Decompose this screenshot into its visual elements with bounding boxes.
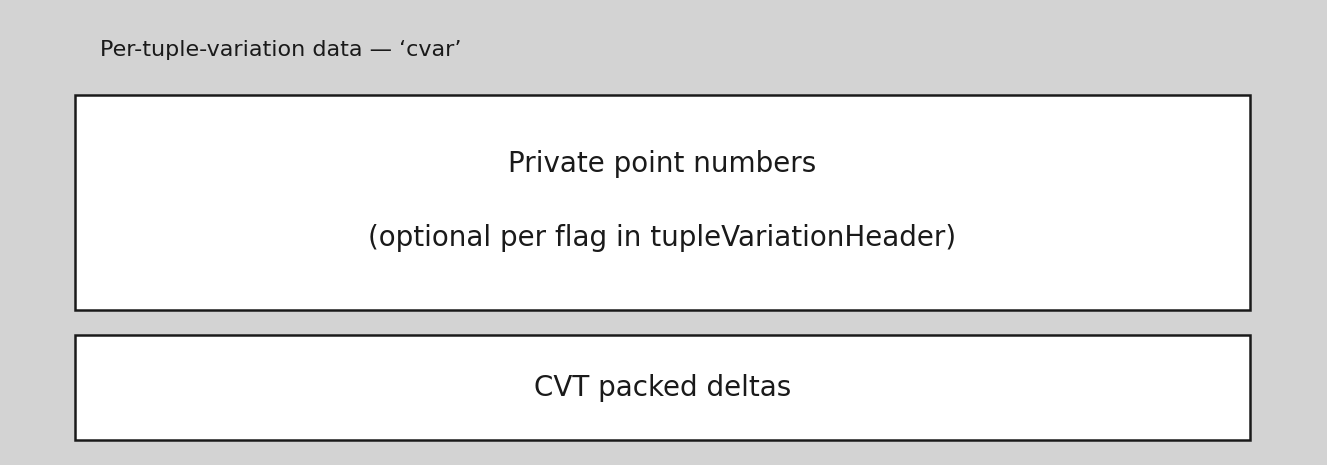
Text: CVT packed deltas: CVT packed deltas (533, 373, 791, 401)
Bar (76, 335, 1250, 440)
Bar (76, 95, 1250, 310)
Text: Per-tuple-variation data — ‘cvar’: Per-tuple-variation data — ‘cvar’ (100, 40, 462, 60)
Text: Private point numbers: Private point numbers (508, 151, 816, 179)
Text: (optional per flag in tupleVariationHeader): (optional per flag in tupleVariationHead… (369, 224, 957, 252)
